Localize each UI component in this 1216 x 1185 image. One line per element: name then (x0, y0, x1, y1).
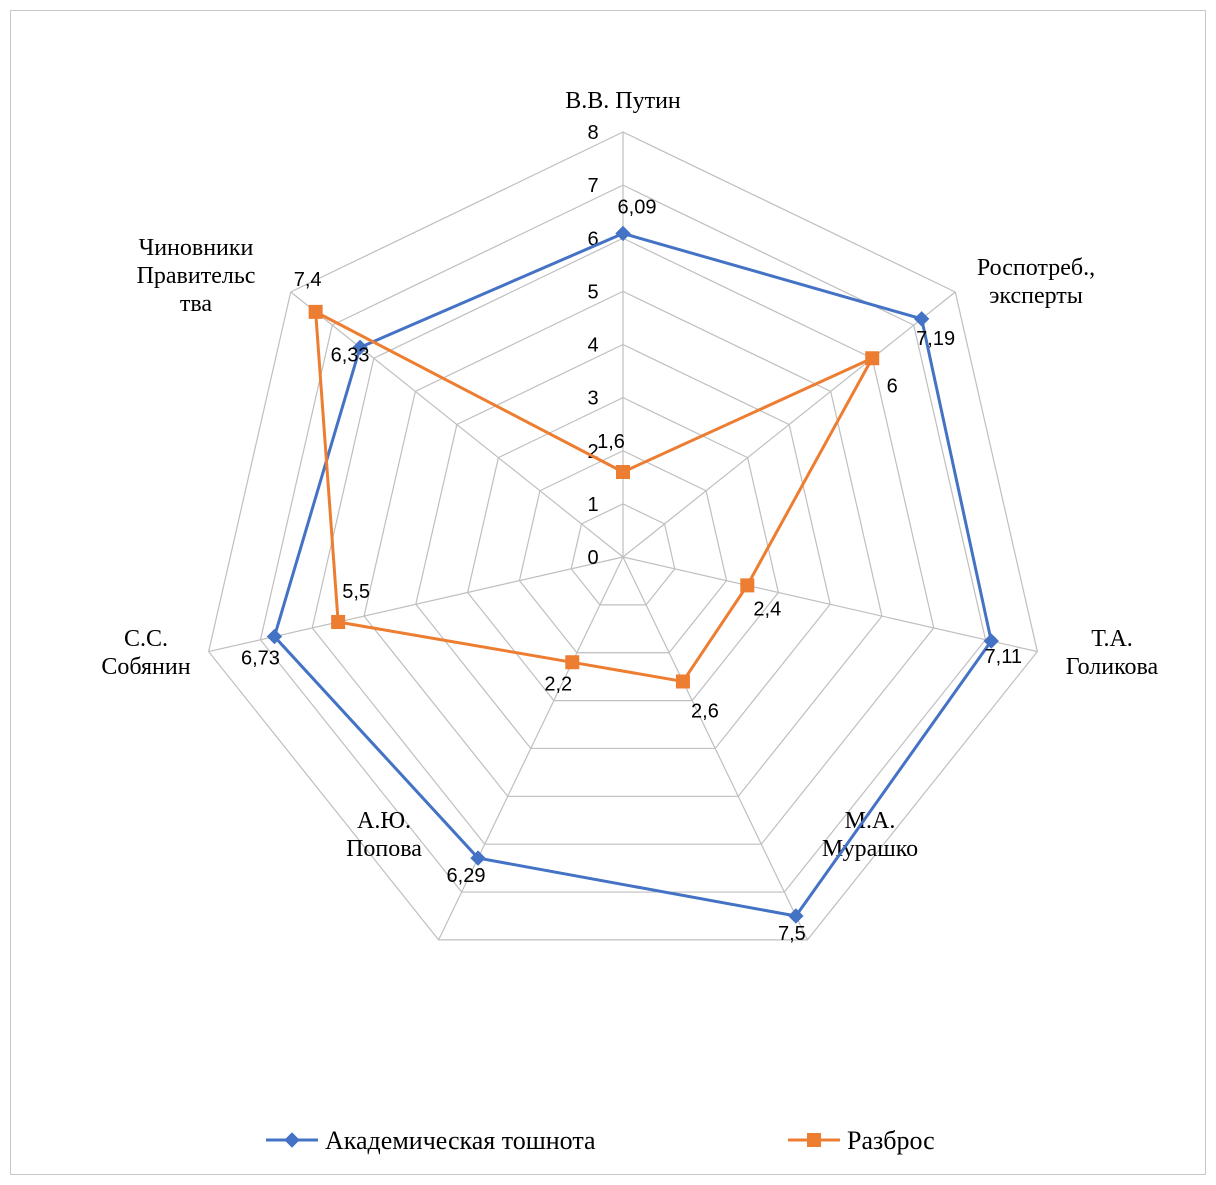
series-line-1 (314, 310, 874, 683)
legend-label-0: Академическая тошнота (325, 1126, 596, 1155)
tick-label-6: 6 (587, 228, 598, 250)
spoke-4 (438, 556, 624, 941)
series-0-point-0 (615, 225, 631, 242)
legend-label-1: Разброс (847, 1126, 935, 1155)
data-labels: 6,09 7,19 7,11 7,5 6,29 6,73 6,33 1,6 6 2,4 2,6 2,2… (241, 196, 1022, 945)
legend: Академическая тошнота Разброс (266, 1126, 935, 1155)
legend-marker-0 (284, 1132, 300, 1148)
data-label-1-1: 6 (887, 375, 898, 397)
category-label-1: Роспотреб., эксперты (977, 255, 1095, 309)
tick-label-2: 2 (587, 441, 598, 463)
series-0-point-5 (266, 628, 283, 645)
series-1-point-1 (865, 351, 880, 366)
chart-frame (10, 10, 1206, 1175)
series-layer (266, 225, 999, 924)
series-1-point-5 (331, 615, 346, 630)
series-1-point-3 (675, 674, 690, 689)
spoke-1 (622, 291, 956, 558)
data-label-1-0: 1,6 (597, 431, 625, 453)
series-1-point-6 (308, 304, 323, 319)
grid-ring-5 (363, 290, 883, 797)
tick-label-5: 5 (587, 281, 598, 303)
legend-item-0: Академическая тошнота (266, 1126, 596, 1155)
tick-label-0: 0 (587, 547, 598, 569)
series-0-point-4 (470, 850, 486, 866)
grid-ring-2 (518, 450, 728, 654)
category-label-4: А.Ю. Попова (346, 808, 422, 862)
category-label-5: С.С. Собянин (101, 626, 190, 680)
spoke-3 (622, 556, 808, 941)
legend-marker-1 (807, 1133, 821, 1147)
spoke-6 (290, 291, 624, 558)
series-1-point-4 (565, 655, 580, 670)
data-label-0-2: 7,11 (985, 646, 1022, 668)
series-1-point-0 (616, 465, 630, 479)
grid-ring-3 (466, 396, 780, 702)
data-label-0-6: 6,33 (331, 344, 370, 366)
tick-label-8: 8 (587, 122, 598, 144)
data-label-1-2: 2,4 (753, 598, 781, 620)
series-0-point-6 (352, 339, 368, 356)
data-label-1-5: 5,5 (342, 581, 370, 603)
category-label-6: Чиновники Правительс тва (137, 235, 256, 317)
data-label-1-6: 7,4 (294, 269, 322, 291)
data-label-1-3: 2,6 (691, 700, 719, 722)
grid-ring-6 (311, 237, 935, 845)
grid-ring-8 (208, 131, 1038, 941)
grid-ring-1 (570, 503, 676, 606)
spoke-2 (622, 556, 1038, 653)
tick-label-3: 3 (587, 388, 598, 410)
tick-label-4: 4 (587, 335, 598, 357)
series-0-point-2 (983, 633, 999, 649)
data-label-0-1: 7,19 (916, 328, 955, 350)
category-label-2: Т.А. Голикова (1066, 626, 1159, 680)
series-0-point-1 (913, 311, 930, 327)
series-1-point-2 (740, 578, 755, 593)
series-line-0 (272, 231, 993, 918)
data-label-0-0: 6,09 (618, 196, 657, 218)
series-0-point-3 (788, 908, 804, 924)
tick-label-1: 1 (587, 494, 598, 516)
tick-label-7: 7 (587, 175, 598, 197)
category-label-3: М.А. Мурашко (822, 808, 918, 862)
data-label-0-4: 6,29 (447, 865, 486, 887)
data-label-1-4: 2,2 (544, 673, 572, 695)
radial-tick-labels: 0 1 2 3 4 5 6 7 8 (587, 122, 598, 569)
grid-ring-4 (415, 343, 831, 750)
legend-item-1: Разброс (788, 1126, 935, 1155)
category-label-0: В.В. Путин (565, 88, 681, 114)
data-label-0-5: 6,73 (241, 648, 280, 670)
data-label-0-3: 7,5 (778, 923, 806, 945)
